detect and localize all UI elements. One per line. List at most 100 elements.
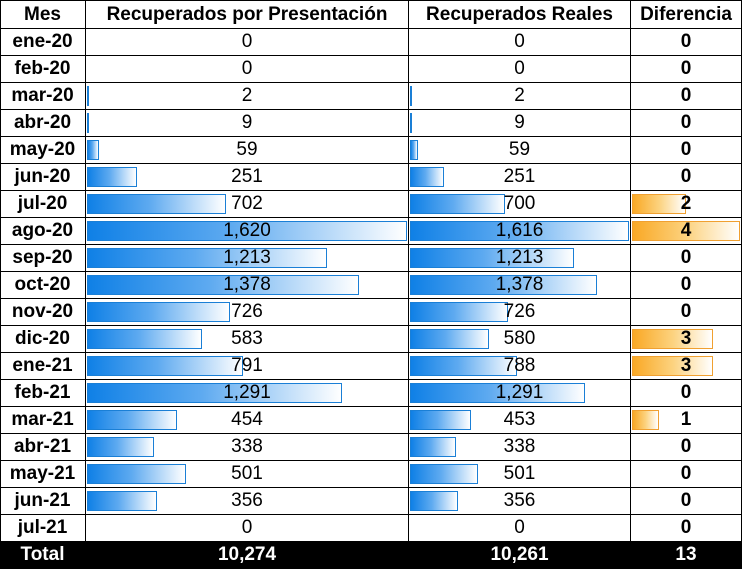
- cell-mes-abr-21[interactable]: abr-21: [0, 434, 86, 461]
- cell-reales-feb-21[interactable]: 1,291: [409, 380, 631, 407]
- data-bar-presentacion-jul-20: [87, 194, 226, 214]
- header-reales[interactable]: Recuperados Reales: [409, 0, 631, 29]
- cell-reales-mar-21[interactable]: 453: [409, 407, 631, 434]
- cell-diferencia-feb-20[interactable]: 0: [631, 56, 742, 83]
- cell-diferencia-may-21[interactable]: 0: [631, 461, 742, 488]
- cell-mes-mar-20[interactable]: mar-20: [0, 83, 86, 110]
- cell-reales-abr-20[interactable]: 9: [409, 110, 631, 137]
- cell-mes-ene-21[interactable]: ene-21: [0, 353, 86, 380]
- cell-reales-ene-21[interactable]: 788: [409, 353, 631, 380]
- total-value-mes: Total: [20, 543, 65, 565]
- cell-diferencia-jun-20[interactable]: 0: [631, 164, 742, 191]
- cell-reales-jun-21[interactable]: 356: [409, 488, 631, 515]
- cell-presentacion-abr-21[interactable]: 338: [86, 434, 409, 461]
- cell-reales-oct-20[interactable]: 1,378: [409, 272, 631, 299]
- cell-reales-jul-20[interactable]: 700: [409, 191, 631, 218]
- cell-mes-abr-20[interactable]: abr-20: [0, 110, 86, 137]
- cell-reales-dic-20[interactable]: 580: [409, 326, 631, 353]
- value-mes-abr-20: abr-20: [13, 112, 72, 133]
- cell-mes-jun-20[interactable]: jun-20: [0, 164, 86, 191]
- header-mes[interactable]: Mes: [0, 0, 86, 29]
- cell-diferencia-jun-21[interactable]: 0: [631, 488, 742, 515]
- cell-diferencia-mar-20[interactable]: 0: [631, 83, 742, 110]
- cell-diferencia-ago-20[interactable]: 4: [631, 218, 742, 245]
- cell-reales-may-21[interactable]: 501: [409, 461, 631, 488]
- cell-presentacion-oct-20[interactable]: 1,378: [86, 272, 409, 299]
- value-presentacion-may-21: 501: [231, 463, 263, 484]
- cell-mes-jul-20[interactable]: jul-20: [0, 191, 86, 218]
- cell-diferencia-feb-21[interactable]: 0: [631, 380, 742, 407]
- cell-reales-jun-20[interactable]: 251: [409, 164, 631, 191]
- cell-reales-mar-20[interactable]: 2: [409, 83, 631, 110]
- data-bar-presentacion-abr-21: [87, 437, 154, 457]
- cell-diferencia-ene-20[interactable]: 0: [631, 29, 742, 56]
- header-diferencia[interactable]: Diferencia: [631, 0, 742, 29]
- cell-diferencia-abr-21[interactable]: 0: [631, 434, 742, 461]
- cell-reales-nov-20[interactable]: 726: [409, 299, 631, 326]
- data-bar-reales-ene-21: [410, 356, 517, 376]
- cell-presentacion-abr-20[interactable]: 9: [86, 110, 409, 137]
- value-presentacion-feb-20: 0: [241, 58, 253, 79]
- cell-mes-may-20[interactable]: may-20: [0, 137, 86, 164]
- cell-diferencia-mar-21[interactable]: 1: [631, 407, 742, 434]
- cell-presentacion-mar-20[interactable]: 2: [86, 83, 409, 110]
- value-mes-ago-20: ago-20: [11, 220, 74, 241]
- value-diferencia-oct-20: 0: [680, 274, 692, 295]
- cell-reales-may-20[interactable]: 59: [409, 137, 631, 164]
- cell-mes-feb-20[interactable]: feb-20: [0, 56, 86, 83]
- cell-presentacion-may-21[interactable]: 501: [86, 461, 409, 488]
- cell-reales-abr-21[interactable]: 338: [409, 434, 631, 461]
- cell-mes-ene-20[interactable]: ene-20: [0, 29, 86, 56]
- cell-diferencia-jul-21[interactable]: 0: [631, 515, 742, 542]
- cell-presentacion-mar-21[interactable]: 454: [86, 407, 409, 434]
- cell-mes-oct-20[interactable]: oct-20: [0, 272, 86, 299]
- cell-presentacion-nov-20[interactable]: 726: [86, 299, 409, 326]
- cell-reales-feb-20[interactable]: 0: [409, 56, 631, 83]
- cell-presentacion-ene-20[interactable]: 0: [86, 29, 409, 56]
- cell-reales-ago-20[interactable]: 1,616: [409, 218, 631, 245]
- cell-mes-ago-20[interactable]: ago-20: [0, 218, 86, 245]
- cell-diferencia-ene-21[interactable]: 3: [631, 353, 742, 380]
- cell-presentacion-feb-20[interactable]: 0: [86, 56, 409, 83]
- value-reales-abr-21: 338: [503, 436, 536, 457]
- cell-diferencia-sep-20[interactable]: 0: [631, 245, 742, 272]
- cell-presentacion-dic-20[interactable]: 583: [86, 326, 409, 353]
- cell-presentacion-sep-20[interactable]: 1,213: [86, 245, 409, 272]
- value-reales-jun-20: 251: [503, 166, 536, 187]
- cell-diferencia-abr-20[interactable]: 0: [631, 110, 742, 137]
- cell-reales-sep-20[interactable]: 1,213: [409, 245, 631, 272]
- cell-mes-may-21[interactable]: may-21: [0, 461, 86, 488]
- data-bar-diferencia-ene-21: [632, 356, 713, 376]
- cell-presentacion-jul-20[interactable]: 702: [86, 191, 409, 218]
- cell-diferencia-jul-20[interactable]: 2: [631, 191, 742, 218]
- cell-reales-jul-21[interactable]: 0: [409, 515, 631, 542]
- cell-diferencia-may-20[interactable]: 0: [631, 137, 742, 164]
- cell-mes-sep-20[interactable]: sep-20: [0, 245, 86, 272]
- value-reales-nov-20: 726: [503, 301, 536, 322]
- cell-presentacion-jul-21[interactable]: 0: [86, 515, 409, 542]
- cell-presentacion-may-20[interactable]: 59: [86, 137, 409, 164]
- value-reales-ene-20: 0: [514, 31, 525, 52]
- cell-diferencia-nov-20[interactable]: 0: [631, 299, 742, 326]
- cell-mes-jul-21[interactable]: jul-21: [0, 515, 86, 542]
- cell-mes-nov-20[interactable]: nov-20: [0, 299, 86, 326]
- cell-mes-feb-21[interactable]: feb-21: [0, 380, 86, 407]
- cell-mes-dic-20[interactable]: dic-20: [0, 326, 86, 353]
- cell-diferencia-dic-20[interactable]: 3: [631, 326, 742, 353]
- cell-presentacion-feb-21[interactable]: 1,291: [86, 380, 409, 407]
- value-presentacion-abr-21: 338: [231, 436, 263, 457]
- value-reales-oct-20: 1,378: [495, 274, 544, 295]
- data-bar-presentacion-jun-20: [87, 167, 137, 187]
- cell-presentacion-ene-21[interactable]: 791: [86, 353, 409, 380]
- cell-presentacion-jun-21[interactable]: 356: [86, 488, 409, 515]
- cell-reales-ene-20[interactable]: 0: [409, 29, 631, 56]
- value-diferencia-sep-20: 0: [680, 247, 692, 268]
- cell-mes-mar-21[interactable]: mar-21: [0, 407, 86, 434]
- value-diferencia-feb-21: 0: [680, 382, 692, 403]
- cell-presentacion-jun-20[interactable]: 251: [86, 164, 409, 191]
- cell-diferencia-oct-20[interactable]: 0: [631, 272, 742, 299]
- data-bar-reales-jun-21: [410, 491, 458, 511]
- header-presentacion[interactable]: Recuperados por Presentación: [86, 0, 409, 29]
- cell-mes-jun-21[interactable]: jun-21: [0, 488, 86, 515]
- cell-presentacion-ago-20[interactable]: 1,620: [86, 218, 409, 245]
